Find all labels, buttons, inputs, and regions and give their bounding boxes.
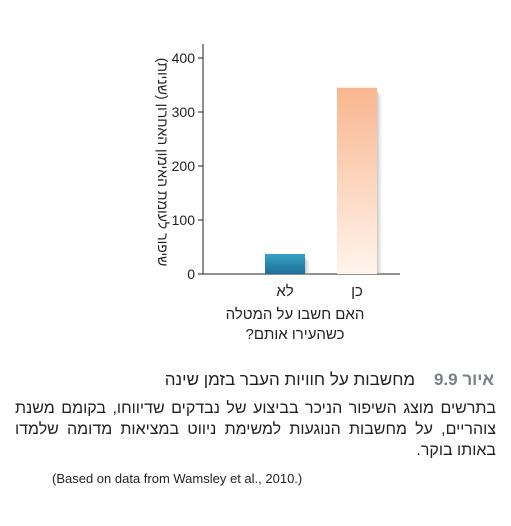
figure-title: מחשבות על חוויות העבר בזמן שינה	[164, 370, 416, 389]
y-tick-label: 300	[172, 104, 196, 120]
x-axis-title-line-2: כשהעירו אותם?	[245, 326, 345, 343]
x-axis-title: האם חשבו על המטלה כשהעירו אותם?	[210, 305, 380, 345]
bar-yes	[337, 87, 377, 274]
y-tick-label: 200	[172, 158, 196, 174]
x-axis-title-line-1: האם חשבו על המטלה	[225, 306, 365, 323]
bar-no	[265, 254, 305, 274]
x-tick-label: כן	[351, 283, 363, 300]
figure-number: 9.9	[433, 370, 458, 389]
bar-no-shadow	[305, 258, 311, 274]
y-tick-label: 0	[187, 266, 195, 282]
figure-source-note: (Based on data from Wamsley et al., 2010…	[52, 471, 303, 486]
y-axis-title: שיפור לעומת האימון האחרון (שניות)	[155, 58, 171, 267]
y-tick-label: 400	[172, 50, 196, 66]
y-tick-label: 100	[172, 212, 196, 228]
figure-caption-body: בתרשים מוצג השיפור הניכר בביצוע של נבדקי…	[15, 400, 496, 459]
figure-label: איור	[462, 370, 494, 389]
x-tick-label: לא	[276, 283, 293, 300]
bar-yes-shadow	[377, 91, 383, 274]
figure-caption-heading: איור 9.9 מחשבות על חוויות העבר בזמן שינה	[14, 368, 494, 392]
